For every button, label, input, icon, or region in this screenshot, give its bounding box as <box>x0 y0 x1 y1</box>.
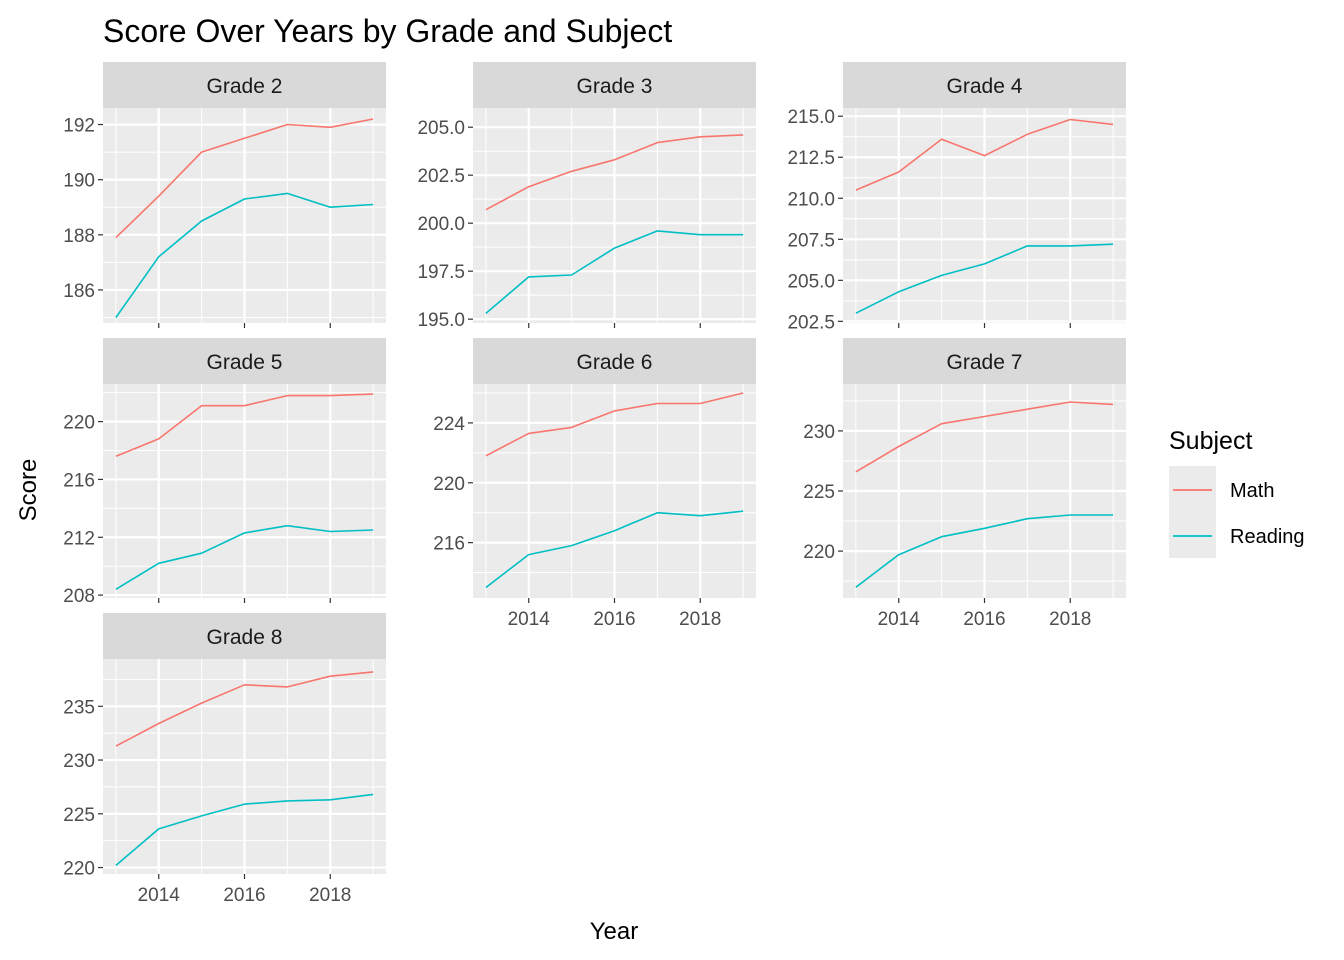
series-line-math <box>115 393 374 458</box>
y-tick-label: 188 <box>63 226 95 247</box>
facet-strip <box>103 613 386 659</box>
facet-strip <box>103 62 386 108</box>
facet-strip-label: Grade 5 <box>207 351 283 374</box>
y-tick-label: 197.5 <box>417 262 465 283</box>
y-tick-label: 210.0 <box>787 189 835 210</box>
facet-panel: Grade 4 202.5 205.0 207.5 210.0 212.5 215.0 <box>787 62 1126 333</box>
y-tick-label: 224 <box>433 414 465 435</box>
facet-strip-label: Grade 2 <box>207 75 283 98</box>
series-line-math <box>115 671 374 747</box>
facet-panel: Grade 6 216 220 224 2014 2016 2018 <box>433 338 756 630</box>
facet-panel: Grade 5 208 212 216 220 <box>63 338 386 607</box>
x-tick-label: 2016 <box>593 609 635 630</box>
x-tick-label: 2014 <box>878 609 921 630</box>
facet-panel: Grade 3 195.0 197.5 200.0 202.5 205.0 <box>417 62 756 331</box>
legend-title: Subject <box>1169 427 1252 455</box>
series-line-math <box>485 392 744 457</box>
x-tick-label: 2018 <box>1049 609 1091 630</box>
series-line-math <box>485 134 744 211</box>
facet-strip <box>843 62 1126 108</box>
y-tick-label: 212.5 <box>787 148 835 169</box>
series-line-math <box>855 401 1114 473</box>
facet-strip-label: Grade 8 <box>207 626 283 649</box>
facet-panel: Grade 2 186 188 190 192 <box>63 62 386 328</box>
legend: Subject Math Reading <box>1169 427 1305 558</box>
facet-strip-label: Grade 7 <box>947 351 1023 374</box>
y-tick-label: 207.5 <box>787 230 835 251</box>
facet-panel: Grade 8 220 225 230 235 2014 2016 2018 <box>63 613 386 906</box>
facet-strip <box>473 338 756 384</box>
y-tick-label: 215.0 <box>787 107 835 128</box>
legend-label: Math <box>1230 480 1274 502</box>
facet-strip-label: Grade 3 <box>577 75 653 98</box>
y-tick-label: 225 <box>803 482 835 503</box>
x-tick-label: 2018 <box>679 609 721 630</box>
x-tick-label: 2016 <box>223 885 265 906</box>
y-tick-label: 220 <box>63 413 95 434</box>
facet-strip-label: Grade 6 <box>577 351 653 374</box>
series-line-reading <box>115 192 374 318</box>
y-tick-label: 216 <box>63 470 95 491</box>
x-axis-title: Year <box>590 918 639 945</box>
facet-strip <box>473 62 756 108</box>
y-tick-label: 212 <box>63 528 95 549</box>
facet-strip <box>843 338 1126 384</box>
legend-key-background <box>1169 466 1216 558</box>
series-line-reading <box>485 510 744 589</box>
y-tick-label: 192 <box>63 116 95 137</box>
y-tick-label: 202.5 <box>787 312 835 333</box>
legend-label: Reading <box>1230 526 1305 548</box>
series-line-reading <box>115 524 374 590</box>
facet-panel: Grade 7 220 225 230 2014 2016 2018 <box>803 338 1126 630</box>
y-tick-label: 220 <box>433 474 465 495</box>
series-line-reading <box>855 243 1114 314</box>
y-tick-label: 190 <box>63 171 95 192</box>
series-line-reading <box>115 793 374 867</box>
y-tick-label: 205.0 <box>787 271 835 292</box>
y-tick-label: 195.0 <box>417 310 465 331</box>
y-tick-label: 225 <box>63 805 95 826</box>
y-tick-label: 230 <box>803 422 835 443</box>
series-line-reading <box>485 230 744 315</box>
series-line-reading <box>855 514 1114 588</box>
y-tick-label: 220 <box>803 542 835 563</box>
series-line-math <box>115 118 374 239</box>
y-tick-label: 235 <box>63 697 95 718</box>
y-tick-label: 205.0 <box>417 118 465 139</box>
y-tick-label: 216 <box>433 534 465 555</box>
y-tick-label: 208 <box>63 586 95 607</box>
x-tick-label: 2014 <box>138 885 181 906</box>
chart-title: Score Over Years by Grade and Subject <box>103 13 672 49</box>
facet-strip-label: Grade 4 <box>947 75 1023 98</box>
y-tick-label: 230 <box>63 751 95 772</box>
y-tick-label: 186 <box>63 281 95 302</box>
chart-panels: Grade 2 186 188 190 192 Grade 3 195.0 197.5 200.… <box>63 62 1126 906</box>
series-line-math <box>855 118 1114 191</box>
x-tick-label: 2014 <box>508 609 551 630</box>
y-axis-title: Score <box>15 459 42 522</box>
x-tick-label: 2016 <box>963 609 1005 630</box>
y-tick-label: 220 <box>63 859 95 880</box>
y-tick-label: 200.0 <box>417 214 465 235</box>
facet-strip <box>103 338 386 384</box>
x-tick-label: 2018 <box>309 885 351 906</box>
y-tick-label: 202.5 <box>417 166 465 187</box>
